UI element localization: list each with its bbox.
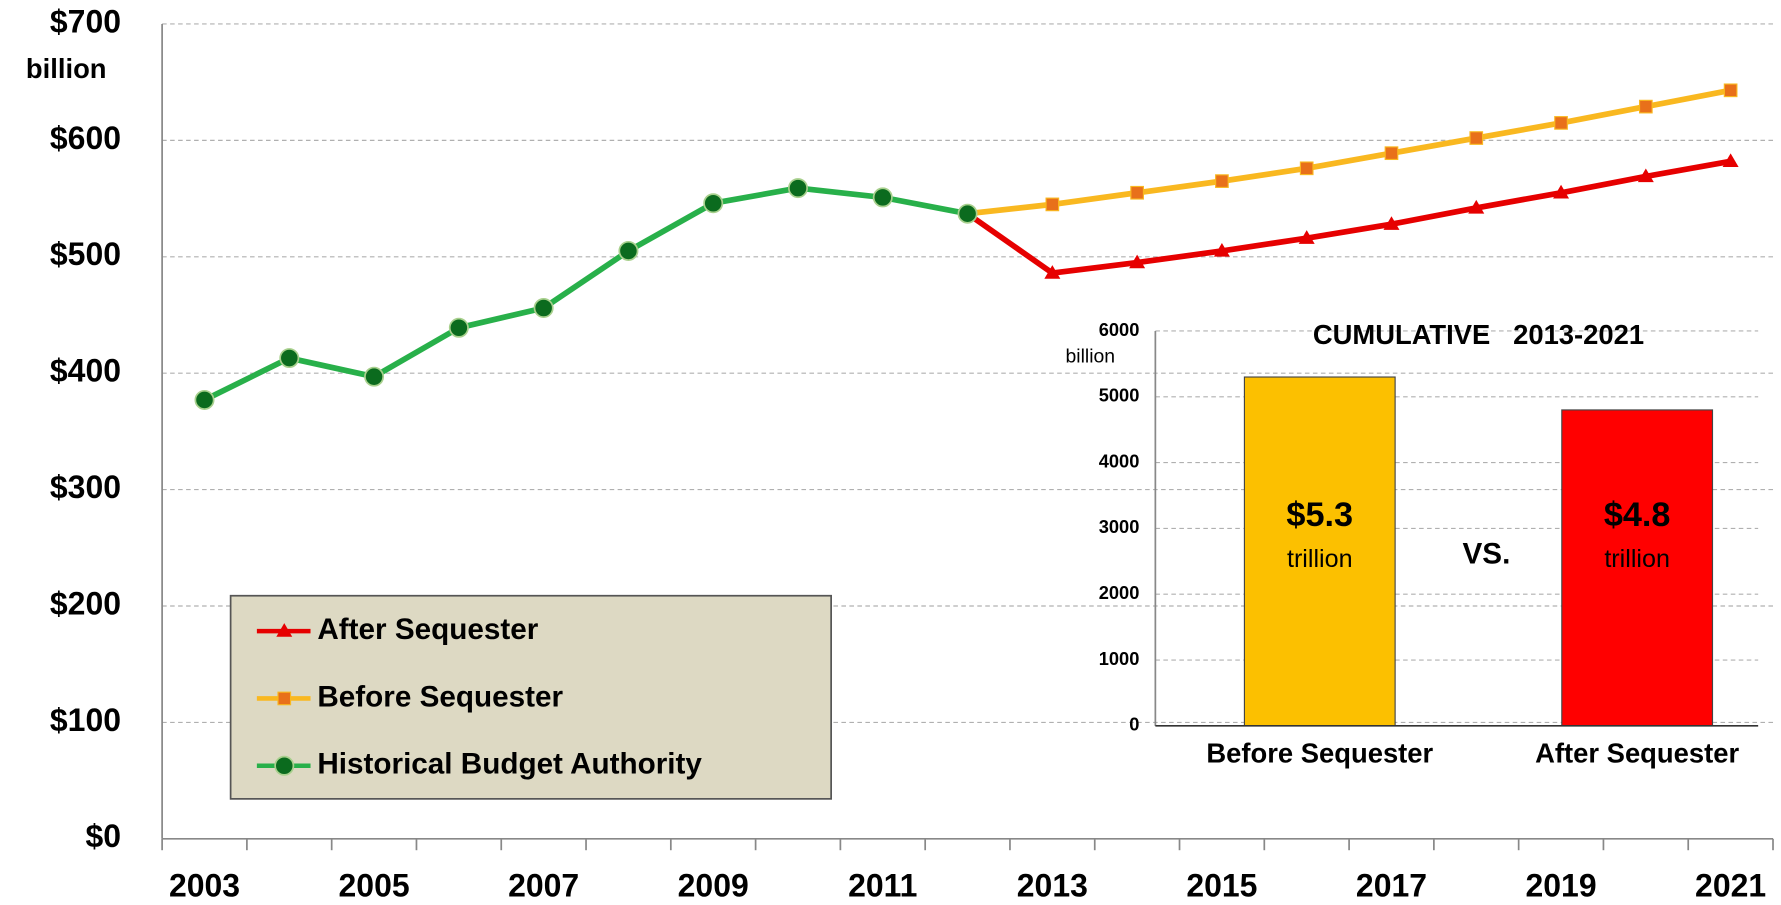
series-line <box>965 158 1732 276</box>
point <box>1129 254 1146 269</box>
point <box>279 348 300 369</box>
point <box>448 317 469 338</box>
point <box>1045 197 1060 212</box>
value-unit: trillion <box>1604 545 1670 573</box>
x-tick-label: 2007 <box>508 867 579 903</box>
chart-title: CUMULATIVE 2013-2021 <box>1313 319 1644 350</box>
x-tick-label: Before Sequester <box>1206 738 1434 770</box>
y-tick-label: 5000 <box>1099 385 1140 406</box>
point <box>1130 185 1144 200</box>
point <box>364 366 385 387</box>
value-label: $4.8 <box>1604 496 1671 534</box>
y-tick-label: $500 <box>50 236 121 272</box>
y-tick-label: 2000 <box>1099 582 1140 603</box>
x-tick-label: 2015 <box>1186 867 1257 903</box>
point <box>274 755 295 776</box>
series-line <box>967 87 1732 217</box>
legend-label: After Sequester <box>317 613 538 646</box>
bar <box>1561 409 1714 727</box>
point <box>276 623 293 637</box>
legend-label: Historical Budget Authority <box>317 748 702 781</box>
bar <box>1243 376 1396 727</box>
point <box>872 187 893 208</box>
y-tick-label: $200 <box>50 585 121 621</box>
x-tick-label: 2005 <box>339 867 410 903</box>
inset-bar-chart: 0 1000 2000 3000 4000 5000 6000 billion CUMULATI… <box>1065 319 1759 770</box>
x-tick-label: 2011 <box>848 867 917 903</box>
x-tick-label: 2021 <box>1695 867 1766 903</box>
value-label: $5.3 <box>1286 496 1353 534</box>
point <box>1638 99 1653 114</box>
y-tick-label: $0 <box>85 818 121 854</box>
y-unit: billion <box>26 53 107 84</box>
x-tick-label: 2013 <box>1017 867 1088 903</box>
point <box>1637 168 1654 183</box>
point <box>533 298 554 318</box>
y-tick-label: 1000 <box>1099 648 1140 669</box>
x-tick-label-box: After Sequester <box>1535 738 1740 770</box>
point <box>1298 230 1315 244</box>
y-unit: billion <box>1065 345 1115 367</box>
point <box>1044 265 1061 279</box>
point <box>1384 146 1399 161</box>
y-tick-label: $100 <box>50 702 121 738</box>
y-tick-label: $700 <box>50 3 121 39</box>
legend-box <box>229 594 832 800</box>
point <box>1554 116 1568 130</box>
point <box>1215 174 1229 188</box>
y-tick-label: 6000 <box>1099 319 1140 340</box>
point <box>1468 199 1485 214</box>
y-tick-label: 0 <box>1129 714 1139 735</box>
point <box>1213 242 1230 257</box>
y-tick-label: 3000 <box>1099 516 1140 537</box>
value-unit: trillion <box>1287 545 1353 573</box>
point <box>194 389 215 410</box>
annotation: VS. <box>1463 538 1511 571</box>
point <box>703 193 724 214</box>
legend: After Sequester Before Sequester Historica… <box>229 594 832 800</box>
y-tick-label: $300 <box>50 469 121 505</box>
point <box>788 178 808 199</box>
y-tick-label: 4000 <box>1099 450 1140 471</box>
y-tick-label: $600 <box>50 120 121 156</box>
line-chart: $0 $100 $200 $300 $400 $500 $600 $700 billion 200… <box>26 3 1774 903</box>
point <box>957 203 978 224</box>
x-tick-label: 2017 <box>1356 867 1427 903</box>
x-tick-label-box: Before Sequester <box>1206 738 1434 770</box>
point <box>1722 153 1739 168</box>
point <box>1299 161 1314 176</box>
point <box>277 691 292 706</box>
point <box>618 240 639 261</box>
series-line <box>203 185 969 403</box>
y-tick-label: $400 <box>50 353 121 389</box>
x-tick-label: 2009 <box>678 867 749 903</box>
point <box>1469 131 1484 145</box>
point <box>1383 216 1400 230</box>
x-tick-label: After Sequester <box>1535 738 1740 770</box>
point <box>1553 184 1570 199</box>
x-tick-label: 2003 <box>169 867 240 903</box>
legend-label: Before Sequester <box>317 680 563 713</box>
point <box>1723 83 1738 98</box>
x-tick-label: 2019 <box>1525 867 1596 903</box>
